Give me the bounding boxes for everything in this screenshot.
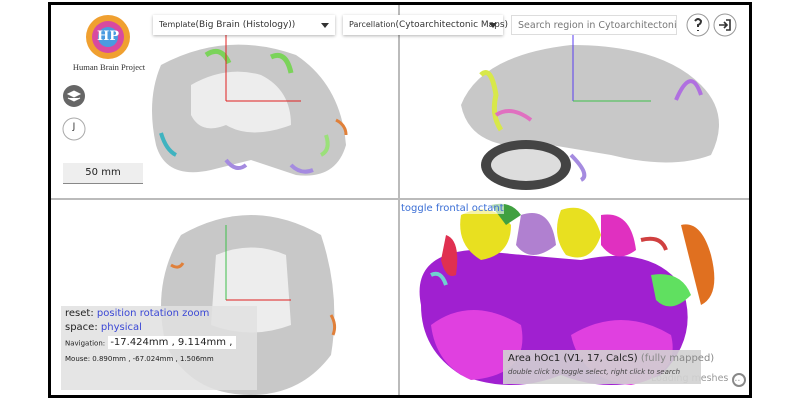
- coronal-slice: [152, 25, 348, 176]
- user-avatar[interactable]: J: [72, 122, 76, 132]
- reset-rotation[interactable]: rotation: [139, 308, 179, 319]
- sagittal-slice: [461, 35, 719, 190]
- app-frame: HP Human Brain Project J 50 mm Template(…: [48, 2, 752, 398]
- status-panel: reset: position rotation zoom space: phy…: [61, 306, 257, 390]
- template-dropdown[interactable]: Template(Big Brain (Histology)): [153, 15, 335, 35]
- mesh-3d: [419, 203, 746, 387]
- template-value: (Big Brain (Histology)): [195, 20, 296, 30]
- mouse-coords: Mouse: 0.890mm , -67.024mm , 1.506mm: [65, 355, 214, 363]
- region-status: (fully mapped): [640, 353, 715, 364]
- reset-row: reset: position rotation zoom: [65, 308, 253, 319]
- space-row: space: physical: [65, 322, 253, 333]
- search-input[interactable]: Search region in Cytoarchitectonic Maps: [511, 15, 677, 35]
- region-tooltip: Area hOc1 (V1, 17, CalcS) (fully mapped)…: [503, 350, 714, 384]
- logo-text: Human Brain Project: [72, 62, 146, 72]
- navigation-input[interactable]: -17.424mm , 9.114mm , 15: [108, 336, 237, 349]
- parcellation-value: (Cytoarchitectonic Maps): [395, 20, 509, 30]
- reset-zoom[interactable]: zoom: [182, 308, 210, 319]
- template-label: Template: [159, 20, 196, 29]
- parcellation-label: Parcellation: [349, 20, 396, 29]
- scale-bar: 50 mm: [63, 163, 143, 184]
- region-hint: double click to toggle select, right cli…: [508, 368, 681, 376]
- logo-mark: HP: [96, 29, 120, 44]
- reset-label: reset:: [65, 308, 94, 319]
- navigation-row: Navigation: -17.424mm , 9.114mm , 15: [65, 336, 253, 349]
- viewer-canvas: [51, 5, 749, 395]
- navigation-label: Navigation:: [65, 339, 106, 348]
- parcellation-dropdown[interactable]: Parcellation(Cytoarchitectonic Maps): [343, 15, 508, 35]
- space-label: space:: [65, 322, 98, 333]
- space-value[interactable]: physical: [100, 322, 142, 333]
- reset-position[interactable]: position: [96, 308, 137, 319]
- region-name: Area hOc1 (V1, 17, CalcS): [508, 353, 638, 364]
- toggle-octant[interactable]: toggle frontal octant: [401, 203, 504, 214]
